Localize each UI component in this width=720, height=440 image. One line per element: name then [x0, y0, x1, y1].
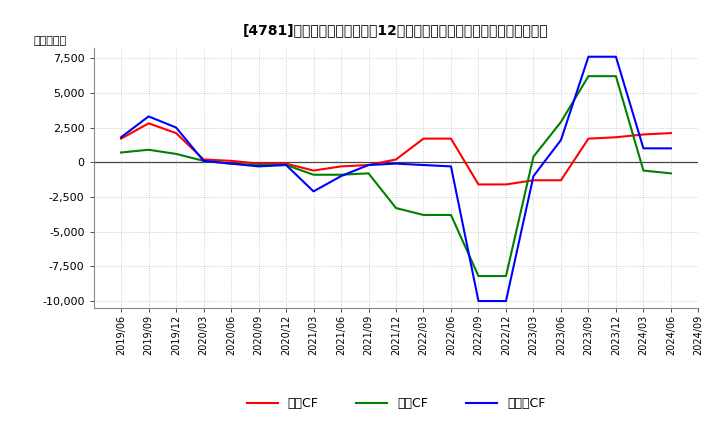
営業CF: [419, 136, 428, 141]
フリーCF: [419, 162, 428, 168]
投資CF: [611, 73, 620, 79]
フリーCF: [474, 298, 483, 304]
営業CF: [529, 178, 538, 183]
Line: 投資CF: 投資CF: [121, 76, 671, 276]
投資CF: [392, 205, 400, 211]
営業CF: [557, 178, 565, 183]
フリーCF: [557, 137, 565, 143]
投資CF: [557, 119, 565, 125]
Line: 営業CF: 営業CF: [121, 123, 671, 184]
営業CF: [144, 121, 153, 126]
フリーCF: [254, 164, 263, 169]
投資CF: [199, 158, 208, 164]
営業CF: [584, 136, 593, 141]
フリーCF: [667, 146, 675, 151]
投資CF: [117, 150, 125, 155]
フリーCF: [392, 161, 400, 166]
投資CF: [282, 162, 290, 168]
営業CF: [282, 161, 290, 166]
フリーCF: [611, 54, 620, 59]
営業CF: [446, 136, 455, 141]
フリーCF: [199, 158, 208, 164]
フリーCF: [227, 161, 235, 166]
フリーCF: [502, 298, 510, 304]
投資CF: [529, 154, 538, 159]
フリーCF: [144, 114, 153, 119]
フリーCF: [584, 54, 593, 59]
投資CF: [227, 161, 235, 166]
投資CF: [502, 273, 510, 279]
営業CF: [392, 157, 400, 162]
Title: [4781]　キャッシュフローの12か月移動合計の対前年同期増減額の推移: [4781] キャッシュフローの12か月移動合計の対前年同期増減額の推移: [243, 23, 549, 37]
営業CF: [199, 157, 208, 162]
フリーCF: [172, 125, 181, 130]
営業CF: [474, 182, 483, 187]
営業CF: [364, 162, 373, 168]
営業CF: [172, 130, 181, 136]
営業CF: [502, 182, 510, 187]
フリーCF: [529, 173, 538, 179]
投資CF: [419, 213, 428, 218]
Line: フリーCF: フリーCF: [121, 57, 671, 301]
投資CF: [584, 73, 593, 79]
営業CF: [117, 136, 125, 141]
営業CF: [667, 130, 675, 136]
営業CF: [337, 164, 346, 169]
投資CF: [309, 172, 318, 177]
投資CF: [446, 213, 455, 218]
投資CF: [364, 171, 373, 176]
投資CF: [172, 151, 181, 157]
フリーCF: [337, 173, 346, 179]
投資CF: [639, 168, 648, 173]
フリーCF: [282, 162, 290, 168]
営業CF: [227, 158, 235, 164]
フリーCF: [117, 135, 125, 140]
Legend: 営業CF, 投資CF, フリーCF: 営業CF, 投資CF, フリーCF: [242, 392, 550, 415]
投資CF: [144, 147, 153, 152]
フリーCF: [639, 146, 648, 151]
営業CF: [639, 132, 648, 137]
営業CF: [611, 135, 620, 140]
フリーCF: [309, 189, 318, 194]
Text: （百万円）: （百万円）: [33, 36, 66, 46]
投資CF: [254, 162, 263, 168]
フリーCF: [446, 164, 455, 169]
投資CF: [337, 172, 346, 177]
投資CF: [667, 171, 675, 176]
営業CF: [309, 168, 318, 173]
営業CF: [254, 161, 263, 166]
投資CF: [474, 273, 483, 279]
フリーCF: [364, 162, 373, 168]
